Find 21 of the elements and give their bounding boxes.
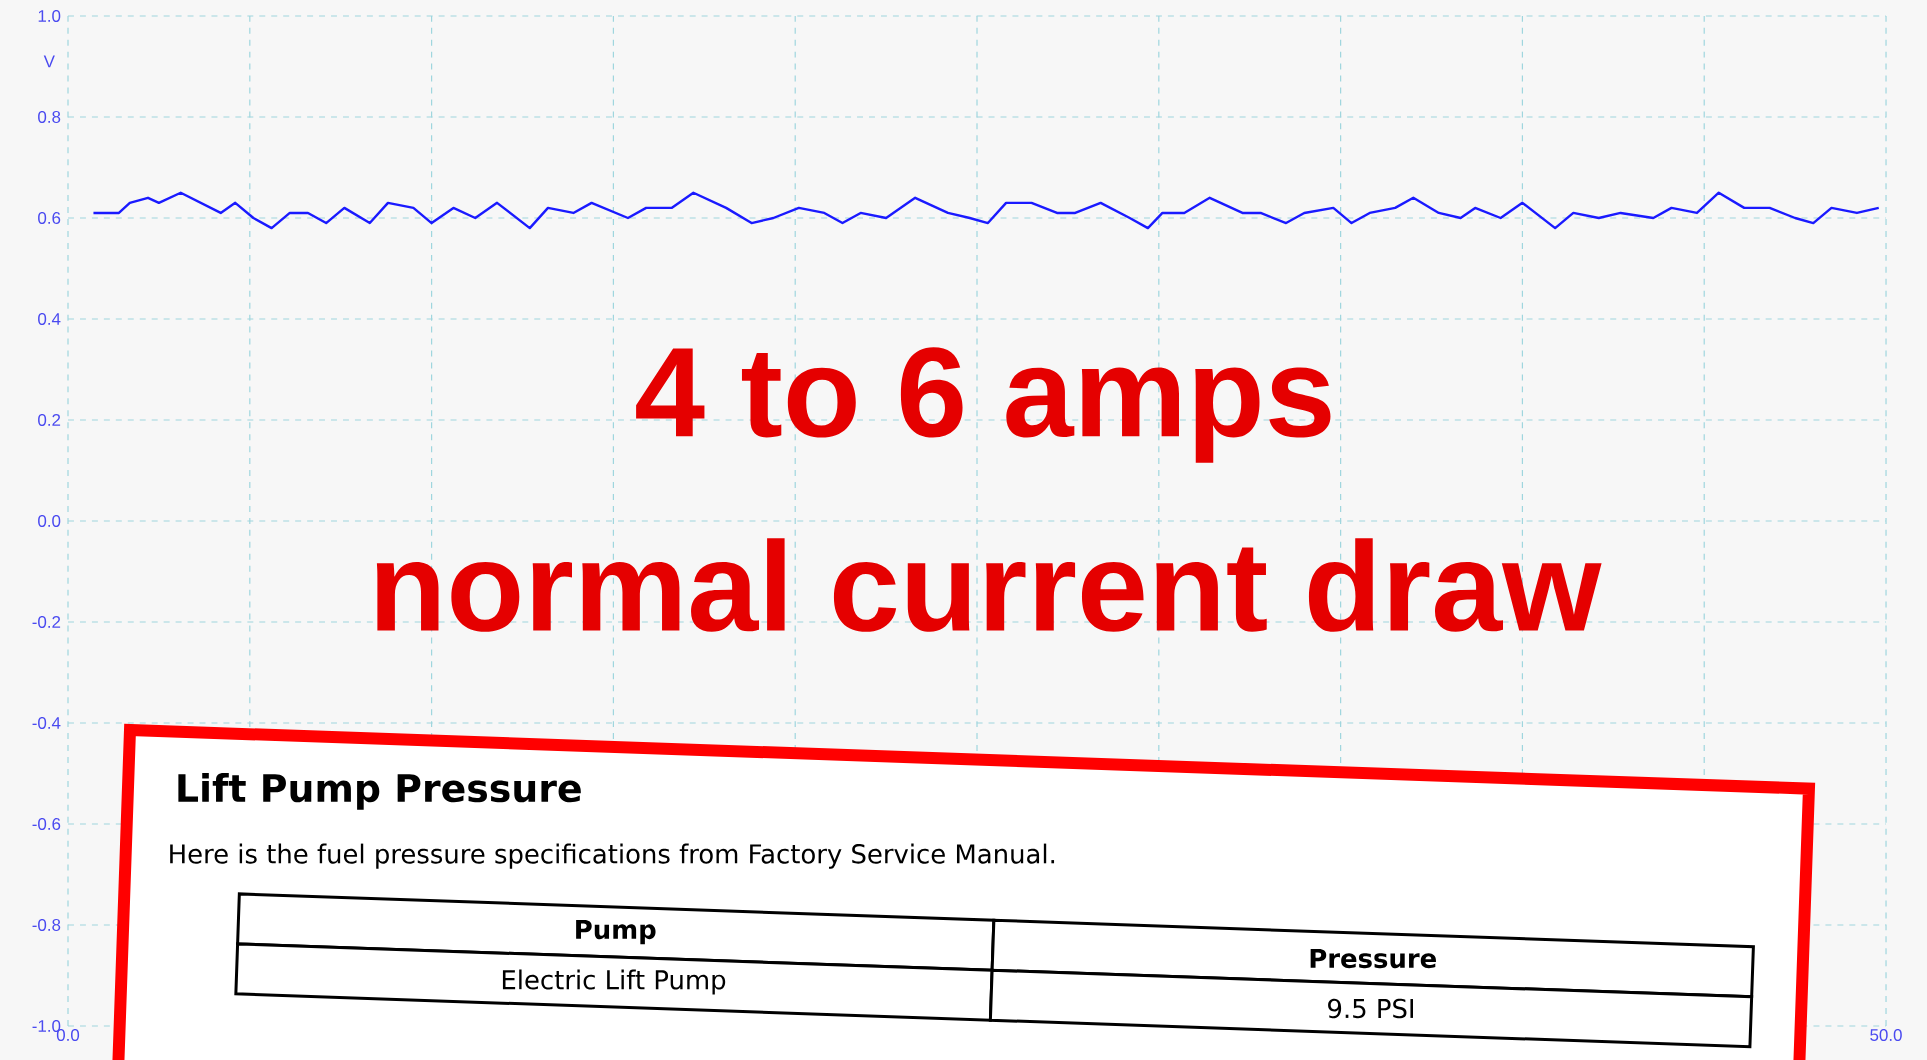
line-series: [92, 191, 1880, 230]
annotation: Electric Lift Pump: [502, 969, 726, 995]
x-tick-label: 50.0: [1870, 1029, 1902, 1042]
y-tick-label: -0.8: [32, 919, 61, 931]
annotation: normal current draw: [376, 538, 1602, 632]
y-tick-label: 0.4: [38, 313, 61, 325]
annotation: Pump: [576, 919, 656, 945]
y-axis-title: V: [43, 55, 55, 68]
annotation: 9.5 PSI: [1328, 998, 1414, 1019]
annotation: Here is the fuel pressure specifications from Factory Service Manual.: [170, 843, 1055, 869]
annotation: Lift Pump Pressure: [178, 773, 581, 810]
y-tick-label: 0.8: [38, 111, 61, 123]
y-tick-label: -0.2: [32, 616, 61, 628]
y-tick-label: 0.2: [38, 414, 61, 426]
y-tick-label: -0.4: [32, 717, 61, 729]
annotation: 4 to 6 amps: [636, 347, 1331, 463]
y-tick-label: 0.6: [38, 212, 61, 224]
y-tick-label: 1.0: [38, 10, 61, 22]
y-tick-label: 0.0: [38, 515, 61, 527]
annotation: Pressure: [1310, 948, 1436, 969]
y-tick-label: -0.6: [32, 818, 61, 830]
